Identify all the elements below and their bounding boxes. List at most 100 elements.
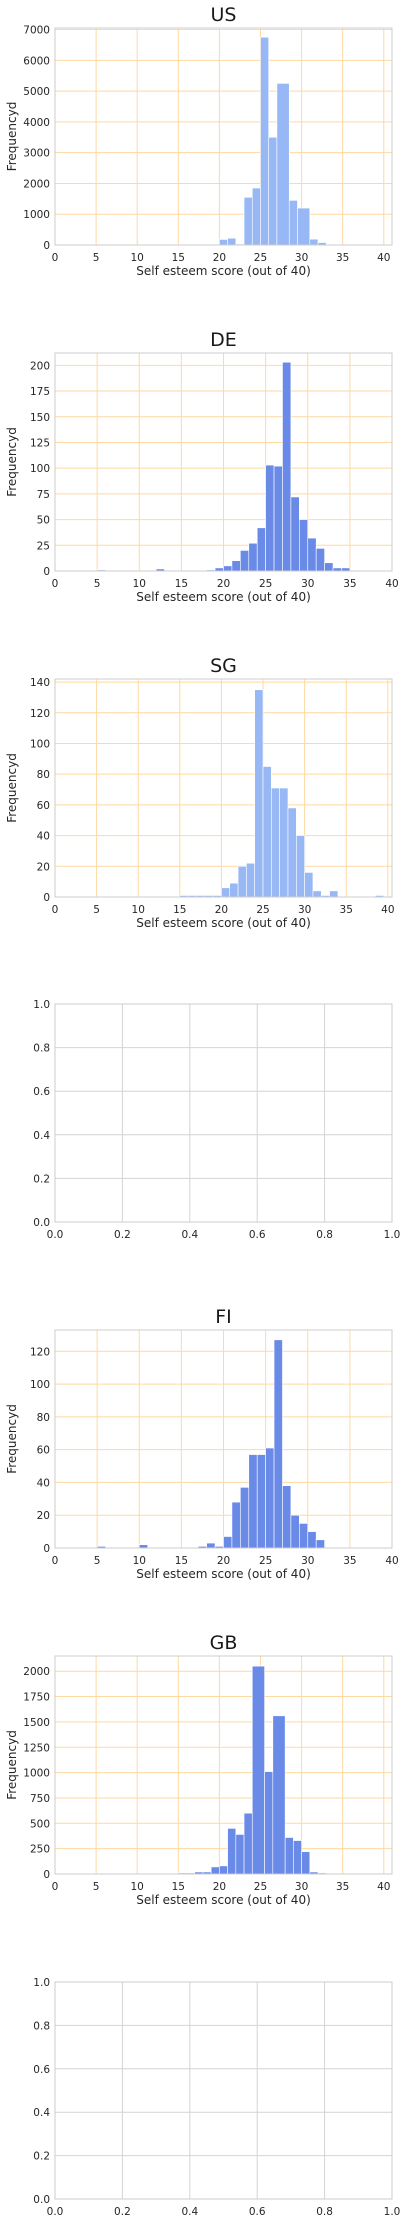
x-tick-label: 25: [256, 904, 269, 916]
histogram-bar: [287, 807, 297, 898]
histogram-bar: [273, 1339, 283, 1549]
y-tick-label: 60: [37, 800, 50, 812]
y-tick-label: 100: [30, 738, 50, 750]
x-tick-label: 30: [298, 904, 311, 916]
y-tick-label: 75: [37, 489, 50, 501]
y-tick-label: 1000: [23, 1768, 50, 1780]
chart-title: SG: [210, 655, 237, 677]
x-tick-label: 10: [131, 252, 144, 264]
x-tick-label: 0: [52, 1555, 59, 1567]
chart-title: GB: [210, 1632, 238, 1654]
x-tick-label: 40: [385, 1555, 398, 1567]
histogram-bar: [272, 1715, 286, 1875]
y-tick-label: 1.0: [33, 999, 50, 1011]
y-tick-label: 1250: [23, 1742, 50, 1754]
histogram-bar: [296, 835, 305, 898]
y-tick-label: 0.2: [33, 2151, 50, 2163]
y-tick-label: 3000: [23, 148, 50, 160]
y-axis-label: Frequencyd: [5, 427, 19, 497]
x-tick-label: 40: [385, 578, 398, 590]
histogram-bar: [329, 890, 339, 898]
x-tick-label: 20: [215, 904, 228, 916]
x-tick-label: 35: [343, 578, 356, 590]
x-tick-label: 10: [133, 1555, 146, 1567]
histogram-bar: [210, 1866, 220, 1875]
chart-panel: 0 5 10 15 20 25 30 35 40 0 1000 2000 3000 4000 5000 600…: [5, 4, 393, 278]
y-tick-label: 80: [37, 769, 50, 781]
y-tick-label: 120: [30, 1346, 50, 1358]
x-tick-label: 0: [52, 1881, 59, 1893]
x-tick-label: 15: [173, 904, 186, 916]
histogram-bar: [276, 83, 290, 246]
histogram-bar: [312, 890, 322, 898]
x-tick-label: 5: [94, 1555, 101, 1567]
x-axis-label: Self esteem score (out of 40): [136, 590, 311, 604]
axes-frame: [54, 678, 393, 898]
x-tick-label: 0.0: [47, 2206, 64, 2218]
chart-panel: 0.0 0.2 0.4 0.6 0.8 1.0 0.0 0.2 0.4 0.6 0.8 1.0: [33, 999, 400, 1241]
histogram-bar: [299, 1523, 309, 1549]
x-tick-label: 0.8: [316, 1229, 333, 1241]
x-tick-label: 10: [133, 578, 146, 590]
x-tick-label: 40: [377, 1881, 390, 1893]
y-tick-label: 0.6: [33, 1086, 50, 1098]
histogram-bar: [265, 464, 275, 572]
histogram-bar: [282, 1485, 292, 1549]
x-tick-label: 25: [254, 1881, 267, 1893]
x-tick-label: 0.4: [181, 1229, 198, 1241]
chart-panel: 0 5 10 15 20 25 30 35 40 0 250 500 750 1000 1250 1500 17…: [5, 1632, 393, 1907]
x-axis-label: Self esteem score (out of 40): [136, 1893, 311, 1907]
histogram-bar: [279, 787, 289, 898]
x-tick-label: 20: [213, 252, 226, 264]
axes-frame: [54, 1981, 393, 2200]
x-tick-label: 0.0: [47, 1229, 64, 1241]
plot-area: [55, 1982, 392, 2199]
x-tick-label: 1.0: [384, 1229, 401, 1241]
histogram-bar: [227, 1828, 237, 1875]
y-tick-label: 0.2: [33, 1173, 50, 1185]
histogram-bar: [219, 239, 228, 246]
x-tick-label: 0: [52, 904, 59, 916]
x-tick-label: 30: [295, 1881, 308, 1893]
y-tick-label: 0: [43, 566, 50, 578]
y-tick-label: 1.0: [33, 1977, 50, 1989]
histogram-bar: [282, 361, 292, 572]
histogram-bar: [254, 689, 264, 898]
chart-panel: 0 5 10 15 20 25 30 35 40 0 20 40 60 80 100 120 140 SG Self…: [5, 655, 395, 930]
x-tick-label: 0: [52, 252, 59, 264]
y-tick-label: 2000: [23, 1666, 50, 1678]
histogram-bar: [246, 862, 256, 898]
x-tick-label: 10: [131, 1881, 144, 1893]
y-tick-label: 0.8: [33, 1043, 50, 1055]
histogram-bar: [324, 562, 334, 572]
y-tick-label: 2000: [23, 178, 50, 190]
y-tick-label: 6000: [23, 55, 50, 67]
x-tick-label: 15: [175, 1555, 188, 1567]
histogram-bar: [273, 465, 283, 572]
histogram-bar: [297, 207, 311, 246]
y-tick-label: 7000: [23, 25, 50, 37]
histogram-bar: [231, 1501, 241, 1549]
histogram-bar: [237, 865, 247, 898]
histogram-bar: [307, 537, 317, 572]
histogram-bar: [206, 1542, 216, 1549]
x-tick-label: 15: [172, 1881, 185, 1893]
y-tick-label: 0.4: [33, 2107, 50, 2119]
histogram-bar: [219, 1865, 228, 1875]
axes-frame: [54, 1329, 393, 1549]
x-tick-label: 5: [93, 252, 100, 264]
y-tick-label: 1000: [23, 209, 50, 221]
x-tick-label: 0.2: [114, 1229, 131, 1241]
x-tick-label: 15: [172, 252, 185, 264]
y-tick-label: 1500: [23, 1717, 50, 1729]
y-tick-label: 25: [37, 540, 50, 552]
x-tick-label: 40: [377, 252, 390, 264]
histogram-bar: [223, 565, 233, 572]
chart-panel: 0 5 10 15 20 25 30 35 40 0 25 50 75 100 125 150 175 200 DE…: [5, 329, 399, 604]
y-tick-label: 20: [37, 1510, 50, 1522]
x-tick-label: 40: [381, 904, 394, 916]
plot-area: [55, 1656, 392, 1874]
x-tick-label: 0.8: [316, 2206, 333, 2218]
histogram-bar: [265, 1447, 275, 1549]
histogram-bar: [251, 1665, 265, 1875]
